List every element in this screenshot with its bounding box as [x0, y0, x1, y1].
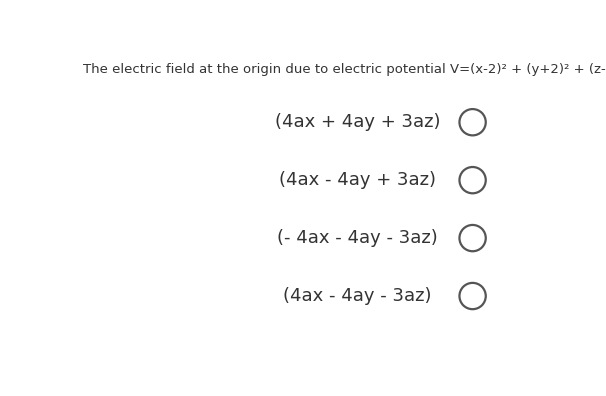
- Text: (4ax - 4ay + 3az): (4ax - 4ay + 3az): [279, 171, 436, 189]
- Text: (4ax + 4ay + 3az): (4ax + 4ay + 3az): [275, 113, 441, 131]
- Text: (4ax - 4ay - 3az): (4ax - 4ay - 3az): [283, 287, 432, 305]
- Text: The electric field at the origin due to electric potential V=(x-2)² + (y+2)² + (: The electric field at the origin due to …: [83, 63, 606, 76]
- Text: (- 4ax - 4ay - 3az): (- 4ax - 4ay - 3az): [277, 229, 438, 247]
